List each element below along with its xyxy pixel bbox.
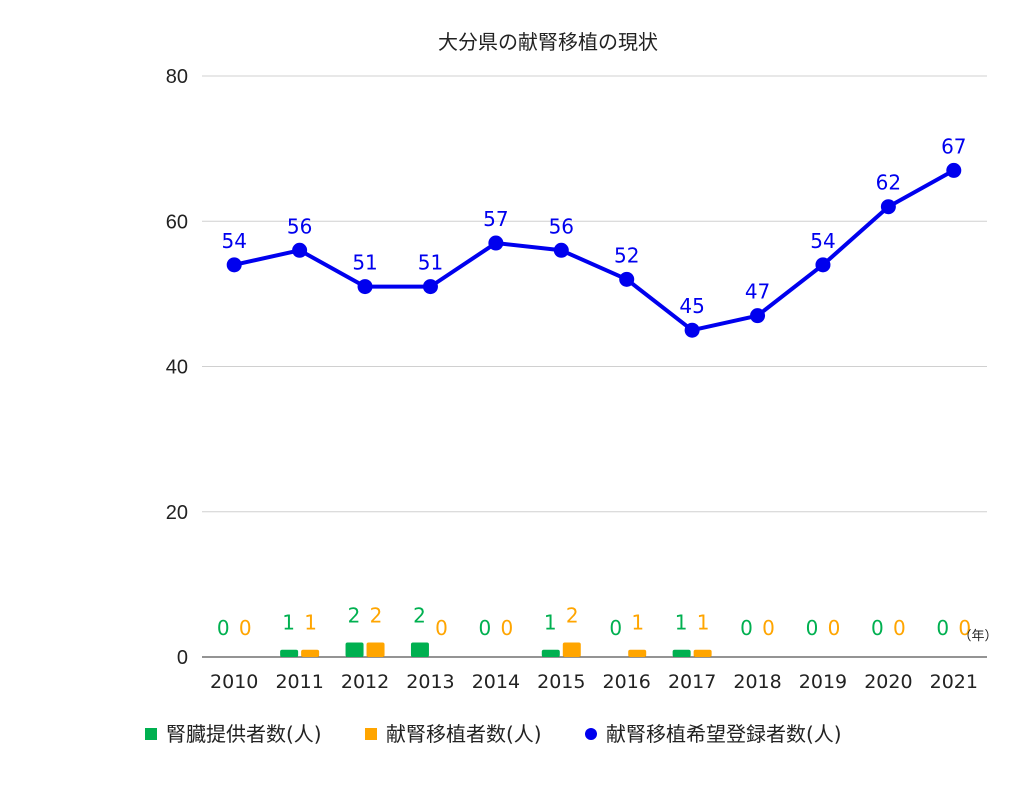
bar-data-label: 1 [282,611,295,635]
line-point [553,242,569,258]
bar-data-label: 0 [806,616,819,640]
line-point [684,322,700,338]
bar-data-label: 0 [936,616,949,640]
bar-data-label: 0 [871,616,884,640]
bar [301,649,320,657]
line-data-label: 51 [418,251,443,275]
bar-data-label: 1 [304,611,317,635]
bar-data-label: 0 [217,616,230,640]
line-point [946,162,962,178]
legend-marker [365,728,377,740]
legend-label: 献腎移植希望登録者数(人) [606,722,842,746]
bar-data-label: 1 [631,611,644,635]
bar [693,649,712,657]
bar-data-label: 1 [675,611,688,635]
x-tick-label: 2012 [341,671,389,693]
x-tick-label: 2018 [733,671,781,693]
line-point [619,271,635,287]
bar-data-label: 0 [501,616,514,640]
line-data-label: 54 [221,229,246,253]
line-data-label: 45 [679,294,704,318]
bar-data-label: 2 [370,603,383,627]
x-axis-ticks: 2010 2011 2012 2013 2014 2015 2016 2017 2018 2019… [210,671,978,693]
line-point [422,279,438,295]
bar-data-label: 0 [740,616,753,640]
legend-label: 腎臓提供者数(人) [166,722,322,746]
y-tick-label: 20 [166,502,188,524]
bar-data-label: 2 [413,603,426,627]
legend-marker [585,728,597,740]
line-data-label: 67 [941,134,966,158]
bar-data-label: 0 [828,616,841,640]
bar [280,649,299,657]
line-data-label: 56 [287,214,312,238]
x-tick-label: 2016 [603,671,651,693]
bar-data-label: 0 [239,616,252,640]
x-tick-label: 2010 [210,671,258,693]
line-point [292,242,308,258]
x-tick-label: 2013 [406,671,454,693]
bar-data-label: 1 [697,611,710,635]
line-data-label: 56 [549,214,574,238]
x-tick-label: 2017 [668,671,716,693]
line-point [750,308,766,324]
bar [366,642,385,657]
line-series: 54 56 51 51 57 56 52 45 47 54 62 67 [221,134,967,338]
line-point [488,235,504,251]
line-data-label: 51 [352,251,377,275]
bar-data-label: 0 [479,616,492,640]
y-tick-label: 40 [166,357,188,379]
x-tick-label: 2019 [799,671,847,693]
x-tick-label: 2021 [930,671,978,693]
bar [562,642,581,657]
bar [410,642,429,657]
bar-data-label: 0 [609,616,622,640]
y-tick-label: 60 [166,211,188,233]
bar-data-label: 2 [348,603,361,627]
line-data-label: 57 [483,207,508,231]
bar [541,649,560,657]
bar-data-labels: 0 1 2 20 1 0 1 0 0 0 00 1 20 02 1 1 0 0 0 0 [217,603,971,640]
x-tick-label: 2011 [275,671,323,693]
gridlines [202,75,987,658]
legend-marker [145,728,157,740]
bar-data-label: 0 [958,616,971,640]
bar [345,642,364,657]
bar [628,649,647,657]
line-point [226,257,242,273]
bar [672,649,691,657]
bar-data-label: 1 [544,611,557,635]
line-data-label: 47 [745,280,770,304]
line-data-label: 62 [876,171,901,195]
y-tick-label: 0 [177,647,188,669]
bar-series [280,642,712,657]
line-point [815,257,831,273]
line-point [357,279,373,295]
y-tick-label: 80 [166,66,188,88]
x-tick-label: 2014 [472,671,520,693]
x-axis-unit: （年） [958,629,997,644]
line-point [880,199,896,215]
bar-data-label: 0 [762,616,775,640]
bar-data-label: 0 [893,616,906,640]
legend: 腎臓提供者数(人) 献腎移植者数(人) 献腎移植希望登録者数(人) [145,722,842,746]
bar-data-label: 0 [435,616,448,640]
line-data-label: 52 [614,243,639,267]
x-tick-label: 2020 [864,671,912,693]
x-tick-label: 2015 [537,671,585,693]
bar-data-label: 2 [566,603,579,627]
y-axis-ticks: 0 20 40 60 80 [166,66,188,669]
chart-title: 大分県の献腎移植の現状 [438,30,658,54]
series-line [233,168,955,333]
line-data-label: 54 [810,229,835,253]
legend-label: 献腎移植者数(人) [386,722,542,746]
